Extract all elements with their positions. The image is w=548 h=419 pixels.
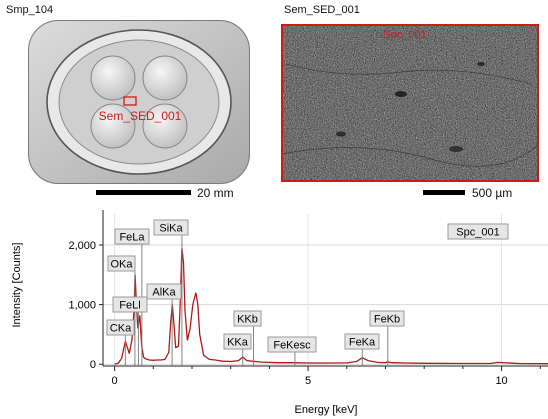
sample-stub-2 (142, 55, 188, 101)
annotation-kka: KKa (223, 333, 252, 366)
region-marker[interactable] (123, 96, 137, 106)
chart-annotations: FeLa OKa FeLl CKa SiKa AlKa KKb KKa FeKesc FeKa Fe… (106, 219, 405, 366)
image-panel-title: Sem_SED_001 (284, 4, 360, 16)
annotation-fekesc: FeKesc (267, 336, 317, 366)
legend-entry-0: Spc_001 (447, 223, 509, 240)
sem-frame (281, 24, 539, 182)
annotation-label-1: OKa (110, 259, 133, 271)
annotation-alka: AlKa (146, 283, 182, 366)
annotation-box-1 (107, 255, 136, 272)
y-tick-label-2: 2,000 (68, 240, 96, 252)
chart-legend: Spc_001 (447, 223, 509, 240)
annotation-cka: CKa (106, 319, 135, 366)
annotation-box-10 (369, 310, 405, 327)
eds-spectrum-chart[interactable]: 0 1,000 2,000 0 5 10 FeLa OKa FeLl CKa SiKa AlKa KK… (0, 200, 548, 419)
image-scale-bar (423, 190, 465, 195)
annotation-fekb: FeKb (369, 310, 405, 366)
sample-stub-4 (142, 103, 188, 149)
sample-holder-image: Sem_SED_001 (28, 20, 250, 184)
annotation-fell: FeLl (112, 296, 148, 366)
annotation-fela: FeLa (114, 228, 150, 366)
annotation-label-4: SiKa (159, 223, 183, 235)
y-axis-label: Intensity [Counts] (11, 243, 23, 328)
chart-grid (103, 214, 548, 366)
annotation-label-0: FeLa (119, 232, 145, 244)
y-tick-label-1: 1,000 (68, 300, 96, 312)
annotation-label-9: FeKa (349, 337, 376, 349)
x-tick-label-2: 10 (495, 375, 507, 387)
legend-label: Spc_001 (456, 227, 499, 239)
x-tick-label-1: 5 (305, 375, 311, 387)
annotation-box-3 (106, 319, 135, 336)
y-tick-label-0: 0 (90, 359, 96, 371)
annotation-feka: FeKa (344, 333, 380, 366)
sample-stub-3 (90, 103, 136, 149)
sample-scale-label: 20 mm (197, 186, 234, 200)
sample-scale-bar (96, 190, 191, 195)
annotation-label-8: FeKesc (273, 340, 311, 352)
annotation-label-5: AlKa (152, 287, 176, 299)
region-label: Sem_SED_001 (99, 109, 182, 123)
sample-stub-1 (90, 55, 136, 101)
series-line-0 (114, 247, 548, 365)
annotation-label-3: CKa (110, 323, 132, 335)
annotation-box-2 (112, 296, 148, 313)
annotation-label-10: FeKb (374, 314, 400, 326)
chart-series (114, 247, 548, 365)
annotation-label-6: KKb (237, 314, 258, 326)
chart-axes: 0 1,000 2,000 0 5 10 (68, 210, 548, 387)
annotation-box-5 (146, 283, 182, 300)
image-scale-label: 500 µm (472, 186, 513, 200)
annotation-box-0 (114, 228, 150, 245)
annotation-box-9 (344, 333, 380, 350)
annotation-sika: SiKa (153, 219, 189, 366)
spot-label: Spc_001 (383, 29, 426, 41)
x-tick-label-0: 0 (112, 375, 118, 387)
x-axis-label: Energy [keV] (295, 404, 358, 416)
annotation-box-6 (233, 310, 262, 327)
annotation-kkb: KKb (233, 310, 262, 366)
annotation-box-8 (267, 336, 317, 353)
sem-image[interactable]: Spc_001 (280, 24, 540, 182)
legend-box (447, 223, 509, 240)
annotation-label-2: FeLl (119, 300, 140, 312)
annotation-label-7: KKa (227, 337, 249, 349)
annotation-oka: OKa (107, 255, 136, 366)
sem-image-svg: Spc_001 (280, 24, 540, 182)
annotation-box-4 (153, 219, 189, 236)
annotation-box-7 (223, 333, 252, 350)
sample-panel-title: Smp_104 (6, 4, 54, 16)
sample-holder-svg: Sem_SED_001 (28, 20, 250, 184)
